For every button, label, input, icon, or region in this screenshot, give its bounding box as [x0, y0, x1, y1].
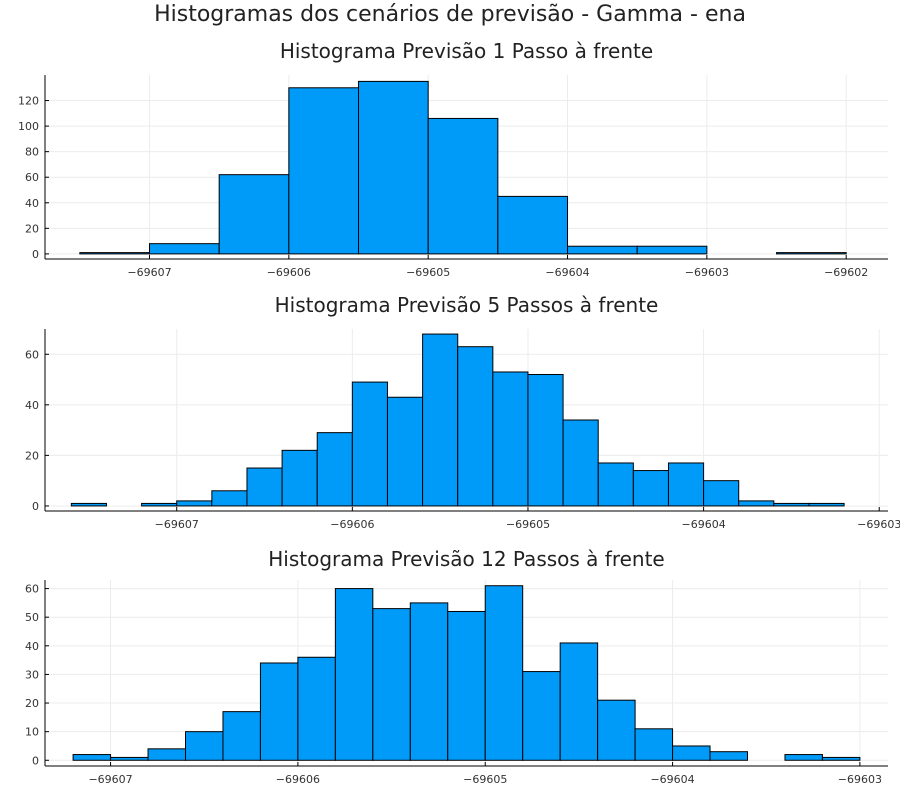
- panel-title: Histograma Previsão 5 Passos à frente: [275, 293, 659, 317]
- histogram-panel-2: Histograma Previsão 5 Passos à frente −69…: [25, 293, 900, 531]
- histogram-bar: [149, 243, 220, 255]
- histogram-bar: [597, 462, 634, 507]
- histogram-bar: [297, 656, 336, 761]
- y-tick-label: 10: [25, 726, 39, 739]
- y-tick-label: 80: [25, 146, 39, 159]
- x-tick-label: −69606: [276, 773, 320, 786]
- histogram-bar: [79, 252, 151, 255]
- histogram-bar: [316, 432, 353, 507]
- x-tick-label: −69604: [650, 773, 694, 786]
- histogram-bar: [776, 252, 847, 255]
- y-tick-label: 0: [32, 248, 39, 261]
- histogram-bar: [457, 346, 494, 507]
- y-tick-label: 20: [25, 449, 39, 462]
- y-tick-label: 20: [25, 222, 39, 235]
- histogram-bar: [821, 756, 861, 761]
- histogram-bar: [147, 748, 187, 761]
- x-tick-label: −69602: [824, 266, 868, 279]
- histogram-bar: [427, 117, 499, 255]
- histogram-bar: [72, 754, 112, 761]
- histogram-bar: [636, 245, 708, 255]
- histogram-bar: [773, 502, 810, 507]
- panel-title: Histograma Previsão 1 Passo à frente: [280, 39, 653, 63]
- histogram-bar: [422, 333, 459, 507]
- histogram-bar: [703, 480, 740, 507]
- histogram-bar: [110, 756, 149, 761]
- histogram-bar: [372, 608, 411, 761]
- x-tick-label: −69607: [155, 518, 199, 531]
- histogram-panel-3: Histograma Previsão 12 Passos à frente −6…: [25, 547, 888, 786]
- histogram-bar: [281, 449, 318, 507]
- histogram-bar: [492, 371, 529, 507]
- x-tick-label: −69606: [330, 518, 374, 531]
- histogram-bar: [634, 728, 674, 761]
- histogram-panel-1: Histograma Previsão 1 Passo à frente −696…: [18, 39, 888, 279]
- histogram-bar: [386, 396, 424, 507]
- histogram-bar: [562, 419, 599, 507]
- histogram-bar: [218, 174, 290, 255]
- x-tick-label: −69607: [127, 266, 171, 279]
- y-tick-label: 120: [18, 95, 39, 108]
- histogram-bar: [176, 500, 213, 507]
- x-tick-label: −69603: [838, 773, 882, 786]
- histogram-bar: [141, 502, 178, 507]
- histogram-bar: [185, 731, 224, 761]
- histogram-bar: [738, 500, 775, 507]
- x-tick-label: −69604: [545, 266, 589, 279]
- histogram-bar: [409, 602, 449, 761]
- x-tick-label: −69605: [506, 518, 550, 531]
- histogram-bar: [672, 745, 711, 761]
- histogram-bar: [246, 467, 283, 507]
- y-tick-label: 100: [18, 120, 39, 133]
- histogram-bar: [70, 502, 107, 507]
- histogram-bar: [351, 381, 388, 507]
- panel-title: Histograma Previsão 12 Passos à frente: [268, 547, 664, 571]
- histogram-bar: [497, 195, 569, 255]
- figure-title: Histogramas dos cenários de previsão - G…: [154, 2, 746, 27]
- histogram-bar: [559, 642, 599, 761]
- histogram-bar: [259, 662, 299, 761]
- y-tick-label: 60: [25, 171, 39, 184]
- histogram-bar: [527, 374, 564, 507]
- x-tick-label: −69607: [88, 773, 132, 786]
- histogram-bar: [709, 751, 748, 761]
- y-tick-label: 0: [32, 754, 39, 767]
- y-tick-label: 30: [25, 668, 39, 681]
- x-tick-label: −69603: [857, 518, 900, 531]
- histogram-bar: [632, 470, 669, 507]
- x-tick-label: −69603: [685, 266, 729, 279]
- y-tick-label: 50: [25, 611, 39, 624]
- y-tick-label: 0: [32, 500, 39, 513]
- histogram-bar: [211, 490, 248, 507]
- histogram-bar: [447, 610, 486, 761]
- histogram-bar: [567, 245, 638, 255]
- x-tick-label: −69605: [406, 266, 450, 279]
- histogram-bar: [334, 588, 374, 761]
- histogram-bar: [288, 87, 360, 255]
- histogram-bar: [784, 754, 823, 761]
- y-tick-label: 40: [25, 399, 39, 412]
- histogram-bar: [667, 462, 705, 507]
- x-tick-label: −69606: [267, 266, 311, 279]
- y-tick-label: 60: [25, 348, 39, 361]
- y-tick-label: 40: [25, 640, 39, 653]
- histogram-bar: [358, 80, 429, 255]
- x-tick-label: −69604: [681, 518, 725, 531]
- y-tick-label: 40: [25, 197, 39, 210]
- histogram-bar: [597, 699, 636, 761]
- x-tick-label: −69605: [463, 773, 507, 786]
- histogram-bar: [808, 502, 845, 507]
- histogram-bar: [522, 671, 561, 761]
- histogram-bar: [484, 585, 524, 761]
- y-tick-label: 60: [25, 583, 39, 596]
- histogram-bar: [222, 711, 261, 761]
- y-tick-label: 20: [25, 697, 39, 710]
